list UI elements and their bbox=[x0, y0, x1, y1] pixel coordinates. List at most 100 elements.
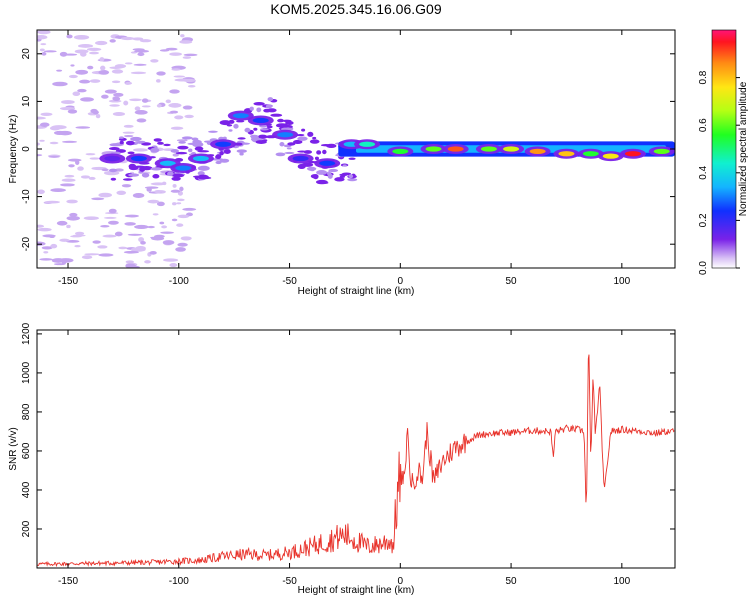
spectrogram-noise-speck bbox=[182, 56, 192, 59]
spectrogram-noise-speck bbox=[89, 79, 101, 83]
spectrogram-noise-speck bbox=[92, 240, 101, 244]
spectrogram-noise-speck bbox=[152, 213, 159, 216]
spectrogram-noise-speck bbox=[141, 98, 149, 103]
spectrogram-speck bbox=[187, 148, 193, 153]
spectrogram-noise-speck bbox=[67, 158, 82, 162]
spectrogram-noise-speck bbox=[51, 125, 67, 130]
spectrogram-speck bbox=[275, 152, 286, 157]
spectrogram-noise-speck bbox=[41, 246, 53, 250]
spectrogram-noise-speck bbox=[37, 116, 46, 120]
spectrogram-speck bbox=[342, 164, 347, 167]
spectrogram-noise-speck bbox=[170, 126, 184, 130]
spectrogram-feature bbox=[582, 151, 599, 157]
spectrogram-noise-speck bbox=[112, 96, 121, 101]
spectrogram-noise-speck bbox=[43, 50, 57, 53]
spectrogram-noise-speck bbox=[138, 237, 145, 243]
spectrogram-noise-speck bbox=[177, 198, 185, 202]
spectrogram-feature bbox=[480, 146, 497, 152]
snr-y-tick-label: 400 bbox=[21, 481, 32, 498]
spectrogram-noise-speck bbox=[85, 153, 96, 156]
spectrogram-speck bbox=[334, 177, 345, 182]
spectrogram-speck bbox=[123, 178, 133, 181]
spectrogram-noise-speck bbox=[74, 49, 89, 54]
snr-x-tick-label: 100 bbox=[613, 576, 630, 587]
spectrogram-y-tick-label: 0 bbox=[21, 146, 32, 152]
spectrogram-speck bbox=[249, 106, 254, 111]
spectrogram-noise-speck bbox=[92, 110, 99, 115]
spectrogram-speck bbox=[316, 169, 328, 175]
spectrogram-x-tick-label: 100 bbox=[613, 276, 630, 287]
spectrogram-noise-speck bbox=[172, 184, 177, 188]
spectrogram-noise-speck bbox=[175, 247, 186, 252]
spectrogram-noise-speck bbox=[75, 69, 89, 75]
spectrogram-feature bbox=[425, 146, 442, 152]
spectrogram-noise-speck bbox=[56, 220, 68, 226]
spectrogram-noise-speck bbox=[37, 154, 43, 157]
spectrogram-speck bbox=[310, 139, 317, 144]
spectrogram-noise-speck bbox=[162, 181, 167, 186]
spectrogram-speck bbox=[236, 149, 247, 153]
spectrogram-feature bbox=[292, 155, 309, 162]
spectrogram-noise-speck bbox=[130, 71, 147, 75]
spectrogram-speck bbox=[150, 167, 162, 171]
spectrogram-noise-speck bbox=[172, 153, 179, 157]
spectrogram-speck bbox=[233, 123, 239, 129]
spectrogram-noise-speck bbox=[49, 141, 59, 145]
spectrogram-noise-speck bbox=[123, 124, 134, 128]
spectrogram-noise-speck bbox=[108, 208, 117, 214]
spectrogram-speck bbox=[235, 120, 245, 123]
snr-panel: -150 -100 -50 0 50 100 200 400 600 800 1000 1200 H… bbox=[8, 322, 676, 596]
spectrogram-speck bbox=[259, 128, 269, 131]
spectrogram-speck bbox=[175, 151, 188, 155]
spectrogram-noise-speck bbox=[140, 240, 146, 245]
spectrogram-noise-speck bbox=[37, 224, 45, 228]
spectrogram-y-tick-label: -20 bbox=[21, 237, 32, 252]
spectrogram-noise-speck bbox=[59, 51, 68, 57]
spectrogram-noise-speck bbox=[100, 225, 110, 228]
spectrogram-speck bbox=[348, 157, 356, 160]
spectrogram-noise-speck bbox=[129, 265, 140, 268]
spectrogram-noise-speck bbox=[134, 106, 141, 111]
spectrogram-noise-speck bbox=[75, 160, 80, 165]
spectrogram-noise-speck bbox=[172, 202, 177, 206]
spectrogram-feature bbox=[359, 141, 376, 147]
spectrogram-speck bbox=[307, 131, 314, 137]
spectrogram-noise-speck bbox=[132, 37, 144, 41]
spectrogram-noise-speck bbox=[174, 78, 190, 82]
spectrogram-feature bbox=[277, 132, 294, 138]
spectrogram-x-tick-label: 50 bbox=[506, 276, 518, 287]
spectrogram-x-tick-label: -100 bbox=[169, 276, 189, 287]
spectrogram-speck bbox=[328, 168, 339, 173]
spectrogram-feature bbox=[159, 160, 176, 166]
spectrogram-speck bbox=[157, 141, 164, 145]
spectrogram-noise-speck bbox=[176, 202, 182, 205]
spectrogram-noise-speck bbox=[109, 104, 120, 107]
spectrogram-speck bbox=[266, 125, 273, 129]
spectrogram-noise-speck bbox=[53, 130, 66, 135]
spectrogram-noise-speck bbox=[104, 89, 117, 94]
snr-y-tick-label: 200 bbox=[21, 520, 32, 537]
spectrogram-noise-speck bbox=[180, 236, 192, 241]
spectrogram-noise-speck bbox=[103, 216, 117, 219]
spectrogram-speck bbox=[219, 120, 231, 126]
spectrogram-speck bbox=[200, 176, 212, 180]
spectrogram-noise-speck bbox=[150, 59, 159, 63]
spectrogram-noise-speck bbox=[147, 199, 160, 204]
spectrogram-noise-speck bbox=[53, 263, 66, 266]
spectrogram-speck bbox=[253, 127, 258, 131]
spectrogram-speck bbox=[197, 165, 210, 171]
spectrogram-speck bbox=[141, 142, 152, 146]
spectrogram-feature bbox=[529, 148, 546, 154]
spectrogram-noise-speck bbox=[41, 52, 47, 56]
spectrogram-speck bbox=[265, 104, 273, 109]
spectrogram-noise-speck bbox=[124, 222, 136, 226]
spectrogram-speck bbox=[287, 142, 296, 146]
snr-y-tick-label: 600 bbox=[21, 442, 32, 459]
spectrogram-feature bbox=[653, 148, 670, 154]
spectrogram-noise-speck bbox=[160, 231, 174, 234]
colorbar-label: Normalized spectral amplitude bbox=[738, 81, 749, 216]
spectrogram-speck bbox=[286, 147, 292, 150]
spectrogram-noise-speck bbox=[108, 220, 119, 225]
spectrogram-noise-speck bbox=[39, 48, 45, 52]
spectrogram-noise-speck bbox=[66, 224, 71, 229]
